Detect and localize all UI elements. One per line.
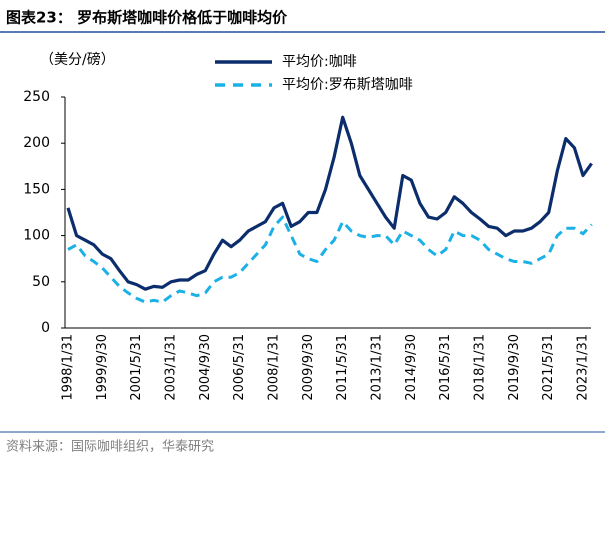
- source-note: 资料来源：国际咖啡组织，华泰研究: [6, 440, 214, 455]
- x-tick-label: 1999/9/30: [95, 334, 110, 401]
- x-tick-label: 2019/9/30: [507, 334, 522, 401]
- x-tick-label: 2008/1/31: [267, 334, 282, 401]
- y-tick-label: 200: [23, 135, 50, 151]
- y-axis-label: （美分/磅）: [40, 51, 115, 68]
- x-tick-label: 2011/5/31: [335, 334, 350, 401]
- x-tick-label: 2003/1/31: [164, 334, 179, 401]
- line-series: [66, 115, 593, 291]
- x-tick-label: 2004/9/30: [198, 334, 213, 401]
- y-tick-label: 50: [32, 274, 50, 290]
- x-tick-label: 2006/5/31: [232, 334, 247, 401]
- legend-label: 平均价:咖啡: [282, 54, 357, 70]
- y-tick-label: 100: [23, 228, 50, 244]
- legend-label: 平均价:罗布斯塔咖啡: [282, 77, 413, 93]
- y-tick-label: 0: [41, 320, 50, 336]
- x-tick-label: 1998/1/31: [61, 334, 76, 401]
- y-tick-label: 250: [23, 89, 50, 105]
- x-tick-label: 2001/5/31: [129, 334, 144, 401]
- x-tick-label: 2021/5/31: [541, 334, 556, 401]
- x-tick-label: 2014/9/30: [404, 334, 419, 401]
- line-series: [67, 215, 593, 304]
- x-tick-label: 2013/1/31: [370, 334, 385, 401]
- y-tick-label: 150: [23, 181, 50, 197]
- x-tick-label: 2018/1/31: [473, 334, 488, 401]
- x-tick-label: 2009/9/30: [301, 334, 316, 401]
- chart-title: 图表23： 罗布斯塔咖啡价格低于咖啡均价: [6, 9, 288, 27]
- x-tick-label: 2016/5/31: [438, 334, 453, 401]
- x-tick-label: 2023/1/31: [576, 334, 591, 401]
